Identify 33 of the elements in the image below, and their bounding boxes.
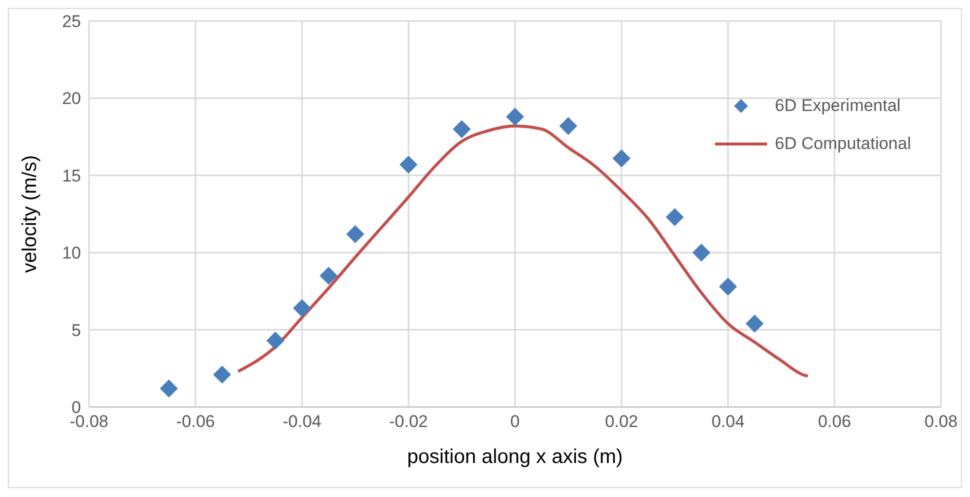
x-tick-label: -0.08 bbox=[70, 412, 108, 432]
point bbox=[666, 208, 684, 226]
x-tick-label: 0 bbox=[510, 412, 520, 432]
point bbox=[746, 314, 764, 333]
y-tick-label: 20 bbox=[62, 89, 81, 108]
legend-label: 6D Experimental bbox=[774, 96, 901, 116]
point bbox=[506, 108, 524, 126]
y-tick-label: 15 bbox=[62, 166, 81, 186]
point bbox=[160, 379, 178, 398]
x-tick-label: 0.02 bbox=[604, 412, 638, 432]
y-tick-label: 10 bbox=[62, 244, 81, 263]
y-tick-label: 5 bbox=[72, 320, 81, 340]
x-tick-label: 0.06 bbox=[818, 412, 852, 432]
x-tick-label: 0.04 bbox=[711, 412, 745, 432]
legend-label: 6D Computational bbox=[774, 134, 911, 154]
x-tick-label: -0.02 bbox=[389, 412, 428, 432]
x-axis-title: position along x axis (m) bbox=[407, 446, 623, 468]
point bbox=[293, 299, 311, 318]
point bbox=[320, 266, 338, 285]
x-tick-label: -0.06 bbox=[176, 412, 215, 432]
point bbox=[452, 120, 471, 138]
x-tick-label: -0.04 bbox=[282, 412, 322, 432]
point bbox=[612, 149, 630, 168]
point bbox=[400, 156, 418, 174]
y-tick-label: 25 bbox=[62, 12, 81, 32]
point bbox=[213, 366, 232, 384]
x-tick-label: 0.08 bbox=[924, 412, 958, 432]
point bbox=[559, 116, 578, 135]
point bbox=[719, 278, 737, 296]
point bbox=[692, 244, 710, 262]
point bbox=[346, 225, 364, 244]
y-axis-title: velocity (m/s) bbox=[19, 155, 42, 273]
point bbox=[266, 332, 284, 350]
